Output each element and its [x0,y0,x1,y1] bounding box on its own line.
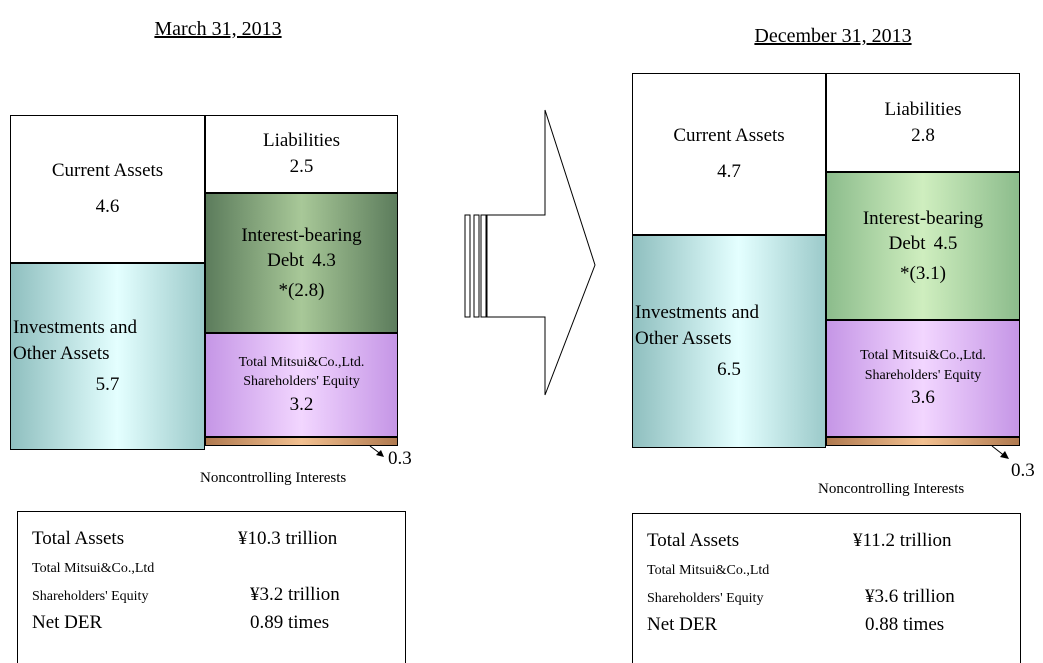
transition-arrow [486,109,596,396]
block-label: Current Assets [673,125,785,147]
block-label: Shareholders' Equity [864,367,982,383]
interest-bearing-debt: Interest-bearing Debt 4.5 *(3.1) [826,172,1020,320]
block-note: *(2.8) [278,279,325,301]
block-value: 4.6 [95,196,120,217]
block-value: 2.5 [289,156,314,177]
current-assets: Current Assets 4.7 [632,73,826,235]
summary-label: Net DER [32,612,103,633]
summary-label: Total Mitsui&Co.,Ltd [647,563,770,578]
summary-box: Total Assets ¥11.2 trillion Total Mitsui&C… [632,513,1021,663]
block-label: Investments and [635,302,760,324]
liabilities: Liabilities 2.5 [205,115,398,193]
noncontrolling-value: 0.3 [1011,460,1035,481]
block-label: Liabilities [884,98,962,120]
block-value: 6.5 [717,359,741,381]
summary-value: ¥3.6 trillion [865,586,955,607]
block-label: Investments and [13,317,138,339]
block-label: Other Assets [635,327,732,349]
panel-date: December 31, 2013 [754,25,912,47]
interest-bearing-debt: Interest-bearing Debt 4.3 *(2.8) [205,193,398,333]
summary-value: ¥11.2 trillion [853,530,952,551]
pointer-head [376,450,384,457]
summary-value: ¥3.2 trillion [250,584,340,605]
block-label: Total Mitsui&Co.,Ltd. [238,354,365,370]
pointer-head [1000,451,1009,459]
arrow-stripe [480,214,487,318]
block-label: Interest-bearing [862,207,984,229]
summary-value: 0.89 times [250,612,330,633]
summary-box: Total Assets ¥10.3 trillion Total Mitsui&C… [17,511,406,663]
arrow-stripe [464,214,471,318]
block-value: 3.2 [289,393,314,415]
equity: Total Mitsui&Co.,Ltd. Shareholders' Equit… [826,320,1020,437]
noncontrolling-interests [205,437,398,446]
block-value: 5.7 [95,374,120,396]
summary-label: Total Assets [32,528,125,549]
block-value: 2.8 [911,124,935,146]
summary-label: Total Assets [647,530,740,551]
block-value: 4.5 [933,233,958,255]
equity: Total Mitsui&Co.,Ltd. Shareholders' Equit… [205,333,398,437]
noncontrolling-interests [826,437,1020,446]
summary-value: ¥10.3 trillion [238,528,338,549]
current-assets: Current Assets 4.6 [10,115,205,263]
summary-label: Net DER [647,614,718,635]
noncontrolling-label: Noncontrolling Interests [200,470,347,486]
block-value: 3.6 [911,387,935,409]
block-label: Shareholders' Equity [243,374,360,390]
block-label: Liabilities [262,130,341,152]
block-value: 4.3 [312,250,336,272]
arrow-stripe [473,214,480,318]
investments: Investments and Other Assets 5.7 [10,263,205,450]
block-label: Total Mitsui&Co.,Ltd. [860,348,986,364]
block-note: *(3.1) [900,262,946,284]
noncontrolling-label: Noncontrolling Interests [818,481,965,497]
liabilities: Liabilities 2.8 [826,73,1020,172]
investments: Investments and Other Assets 6.5 [632,235,826,448]
panel-date: March 31, 2013 [154,18,282,40]
block-label: Interest-bearing [241,224,362,246]
noncontrolling-value: 0.3 [388,448,412,469]
debt-line: Debt 4.5 [889,231,958,257]
summary-label: Shareholders' Equity [647,591,764,606]
summary-value: 0.88 times [865,614,945,635]
summary-label: Total Mitsui&Co.,Ltd [32,561,155,576]
block-label: Debt [888,233,926,255]
block-label: Other Assets [13,342,110,364]
summary-label: Shareholders' Equity [32,589,149,604]
block-label: Current Assets [51,160,164,182]
debt-line: Debt 4.3 [267,248,336,274]
block-value: 4.7 [717,161,741,182]
block-label: Debt [267,250,305,272]
